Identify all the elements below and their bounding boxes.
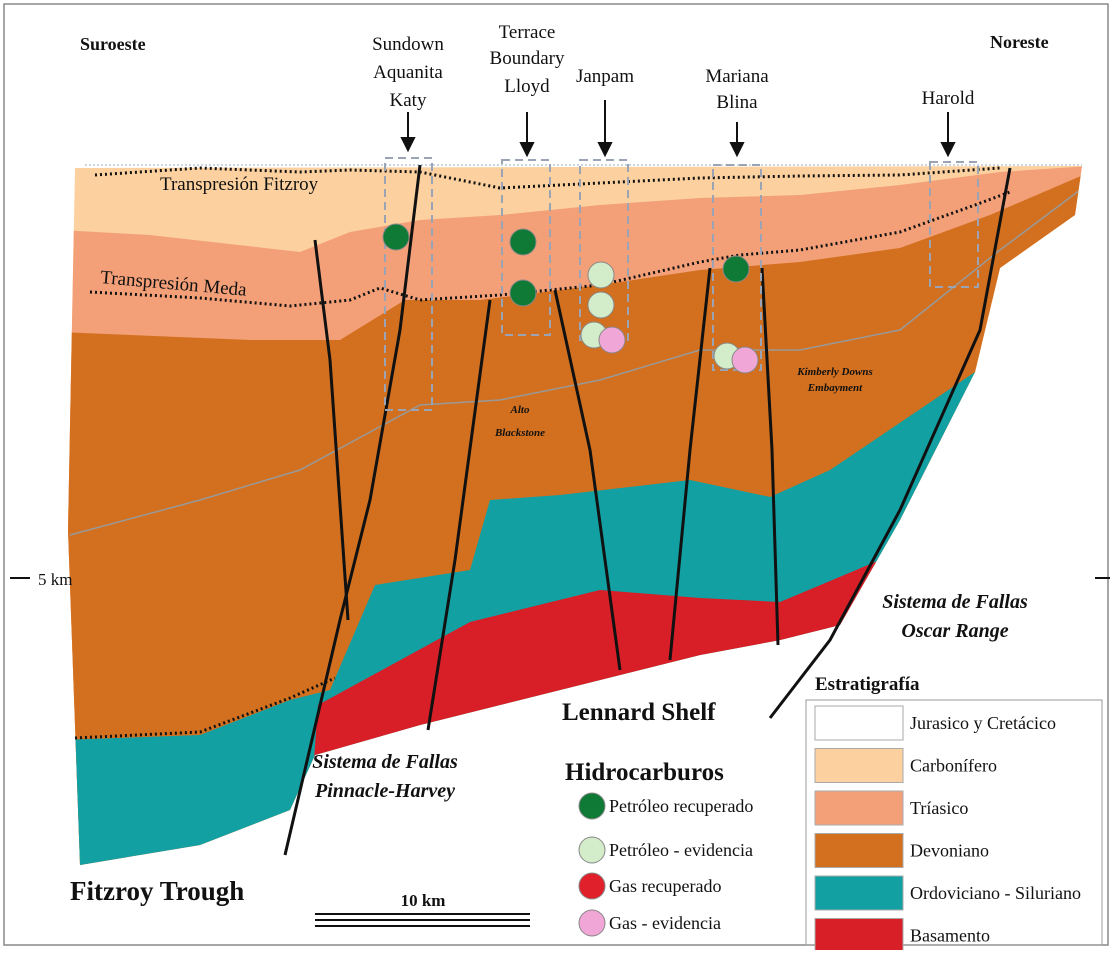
direction-label: Suroeste	[80, 34, 146, 54]
well-arrows	[400, 100, 956, 158]
unconformities	[74, 166, 1011, 740]
annotation: Blackstone	[494, 427, 545, 439]
well-label: Janpam	[576, 66, 634, 87]
legend-swatch	[814, 833, 904, 868]
legend-swatch	[814, 790, 904, 826]
legend-marker	[578, 792, 606, 820]
legend-label: Jurasico y Cretácico	[910, 713, 1056, 733]
annotation: Oscar Range	[901, 620, 1008, 642]
annotation: Transpresión Fitzroy	[160, 174, 319, 195]
well-label: Katy	[390, 90, 427, 111]
legend-swatch	[814, 875, 904, 911]
legend-label: Devoniano	[910, 841, 989, 861]
legend-label: Petróleo - evidencia	[609, 840, 753, 860]
legend-marker	[578, 836, 606, 864]
well-label: Terrace	[499, 22, 556, 43]
legend-title: Estratigrafía	[815, 674, 920, 695]
annotation: Alto	[510, 404, 530, 416]
well-label: Mariana	[705, 66, 769, 87]
field-markers	[382, 223, 759, 374]
legend-marker	[578, 872, 606, 900]
scale-label: 10 km	[401, 891, 446, 910]
well-label: Lloyd	[504, 76, 550, 97]
legend-label: Tríasico	[910, 798, 968, 818]
annotation: Kimberly Downs	[796, 366, 872, 378]
legend-marker	[578, 909, 606, 937]
legend-label: Carbonífero	[910, 756, 997, 776]
legend-label: Petróleo recuperado	[609, 796, 753, 816]
well-label: Aquanita	[373, 62, 443, 83]
legend-label: Ordoviciano - Siluriano	[910, 883, 1081, 903]
horizon-line	[69, 189, 1081, 536]
legend-swatch	[814, 705, 904, 741]
annotation: Fitzroy Trough	[70, 876, 244, 906]
legend-swatch	[814, 918, 904, 953]
annotation: Sistema de Fallas	[882, 591, 1028, 613]
annotation: Embayment	[807, 382, 863, 394]
annotation: Lennard Shelf	[562, 699, 716, 726]
well-label: Blina	[716, 92, 758, 113]
well-label: Harold	[922, 88, 975, 109]
annotation: Sistema de Fallas	[312, 751, 458, 773]
legend-label: Gas recuperado	[609, 876, 721, 896]
legend-swatch	[814, 748, 904, 783]
direction-label: Noreste	[990, 32, 1049, 52]
depth-label: 5 km	[38, 570, 72, 589]
annotation: Pinnacle-Harvey	[314, 780, 455, 802]
legend-title: Hidrocarburos	[565, 759, 724, 786]
legend-frame	[805, 699, 1103, 946]
legend-label: Basamento	[910, 926, 990, 946]
well-label: Boundary	[490, 48, 565, 69]
faults	[283, 164, 1012, 856]
well-label: Sundown	[372, 34, 444, 55]
legend-label: Gas - evidencia	[609, 913, 721, 933]
depth-ticks	[10, 577, 1110, 927]
